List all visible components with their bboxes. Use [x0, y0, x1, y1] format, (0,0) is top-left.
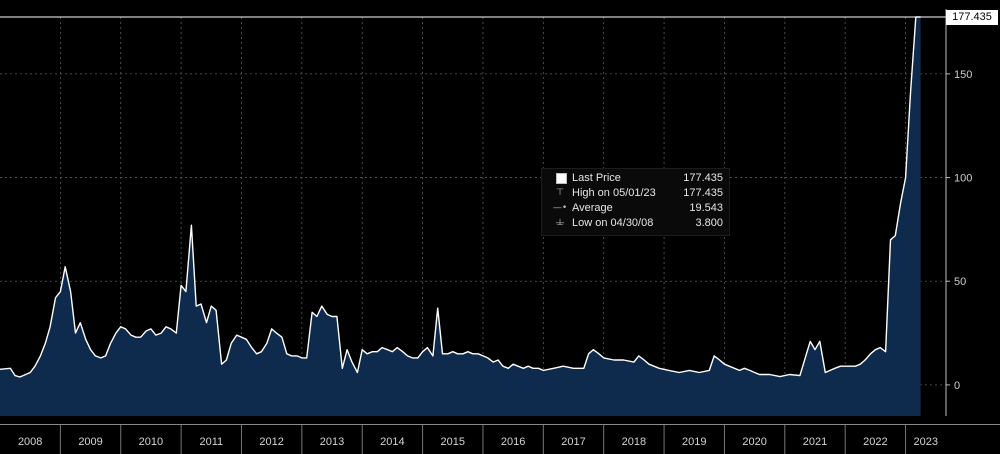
legend-value: 177.435: [683, 187, 723, 199]
series-area-fill: [0, 17, 921, 416]
legend-label: Last Price: [572, 172, 621, 184]
legend-label: Average: [572, 202, 613, 214]
series-line: [0, 16, 921, 378]
legend-high-marker-icon: ⊤: [556, 188, 564, 198]
legend-entry-average: —•— Average 19.543: [542, 201, 729, 228]
legend-entry-low: ⊥ Low on 04/30/08 3.800: [542, 216, 729, 231]
legend-value: 19.543: [689, 202, 723, 214]
y-tick-label: 0: [954, 380, 960, 392]
x-tick-label: 2008: [18, 436, 42, 448]
x-tick-label: 2020: [742, 436, 766, 448]
last-value-label: 177.435: [946, 10, 998, 25]
legend-value: 177.435: [683, 172, 723, 184]
x-tick-labels: 2008 2009 2010 2011 2012 2013 2014 2015 2016 2017…: [18, 436, 938, 448]
x-tick-label: 2016: [501, 436, 525, 448]
legend-value: 3.800: [695, 217, 723, 229]
legend-low-marker-icon: ⊥: [556, 218, 564, 228]
x-tick-label: 2013: [320, 436, 344, 448]
x-tick-label: 2012: [259, 436, 283, 448]
legend-box-icon: [550, 171, 570, 186]
x-tick-label: 2015: [441, 436, 465, 448]
x-tick-label: 2017: [561, 436, 585, 448]
legend: Last Price 177.435 ⊤ High on 05/01/23 17…: [541, 168, 730, 236]
grid-lines: [0, 17, 946, 416]
y-tick-label: 100: [954, 173, 972, 185]
legend-label: Low on 04/30/08: [572, 217, 654, 229]
y-tick-labels: 0 50 100 150: [954, 69, 972, 392]
legend-entry-high: ⊤ High on 05/01/23 177.435: [542, 186, 729, 201]
x-tick-label: 2011: [199, 436, 223, 448]
legend-average-marker-icon: —•—: [552, 203, 568, 228]
axes: [0, 9, 1000, 454]
x-tick-label: 2022: [863, 436, 887, 448]
series-area: [0, 16, 921, 416]
x-tick-label: 2010: [139, 436, 163, 448]
x-tick-label: 2009: [78, 436, 102, 448]
x-tick-label: 2018: [622, 436, 646, 448]
x-tick-label: 2021: [803, 436, 827, 448]
x-tick-label: 2019: [682, 436, 706, 448]
y-tick-label: 50: [954, 276, 966, 288]
y-tick-label: 150: [954, 69, 972, 81]
legend-label: High on 05/01/23: [572, 187, 656, 199]
legend-entry-last-price: Last Price 177.435: [542, 171, 729, 186]
x-tick-label: 2014: [380, 436, 404, 448]
x-axis-band: [0, 425, 1000, 454]
x-tick-label: 2023: [914, 436, 938, 448]
